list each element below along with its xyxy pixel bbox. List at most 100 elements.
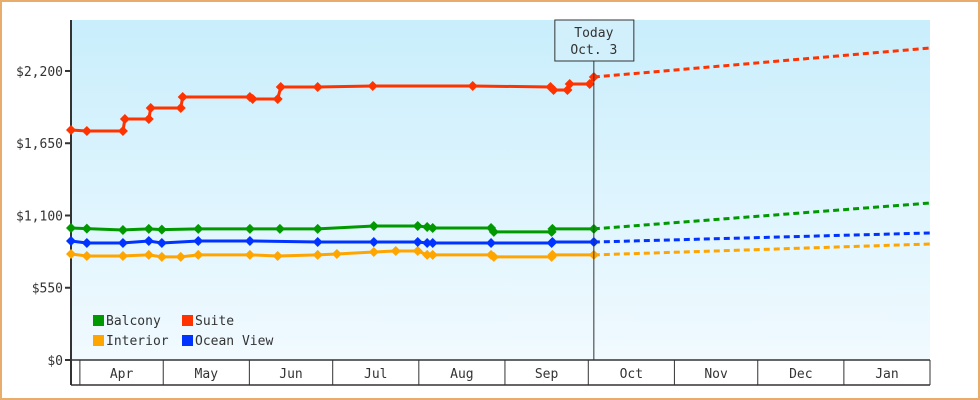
data-point-interior xyxy=(66,248,76,259)
month-label-apr: Apr xyxy=(110,367,134,382)
data-point-suite xyxy=(312,82,323,93)
data-point-balcony xyxy=(244,223,255,234)
y-tick-label: $550 xyxy=(32,282,63,297)
data-point-interior xyxy=(427,249,438,260)
data-point-ocean-view xyxy=(427,237,438,248)
legend-swatch-suite xyxy=(182,315,193,326)
data-point-ocean-view xyxy=(547,237,558,248)
series-suite xyxy=(66,46,931,137)
y-tick-label: $1,100 xyxy=(16,209,63,224)
data-point-ocean-view xyxy=(368,237,379,248)
today-label: Today xyxy=(574,26,613,41)
data-point-ocean-view xyxy=(117,237,128,248)
data-point-interior xyxy=(547,249,558,260)
data-point-interior xyxy=(193,249,204,260)
month-label-jan: Jan xyxy=(875,367,898,382)
data-point-interior xyxy=(143,249,154,260)
data-point-interior xyxy=(422,249,433,260)
data-point-suite xyxy=(275,82,286,93)
data-point-suite xyxy=(548,85,559,96)
data-point-interior xyxy=(412,245,423,256)
data-point-balcony xyxy=(66,222,76,233)
data-point-ocean-view xyxy=(156,237,167,248)
y-tick-label: $0 xyxy=(47,354,63,369)
data-point-suite xyxy=(272,93,283,104)
forecast-line-balcony xyxy=(593,201,931,231)
data-point-balcony xyxy=(368,220,379,231)
data-point-ocean-view xyxy=(193,235,204,246)
data-point-balcony xyxy=(143,223,154,234)
legend-label-interior: Interior xyxy=(106,334,169,349)
data-point-balcony xyxy=(274,223,285,234)
data-point-interior xyxy=(331,248,342,259)
data-point-balcony xyxy=(547,223,558,234)
data-point-suite xyxy=(175,103,186,114)
data-point-ocean-view xyxy=(422,237,433,248)
month-label-may: May xyxy=(195,367,219,382)
month-label-oct: Oct xyxy=(620,367,643,382)
data-point-balcony xyxy=(427,222,438,233)
data-point-suite xyxy=(564,78,575,89)
data-point-interior xyxy=(488,251,499,262)
data-point-balcony xyxy=(156,224,167,235)
series-line-ocean-view xyxy=(70,239,594,245)
data-point-ocean-view xyxy=(143,235,154,246)
data-point-balcony xyxy=(193,223,204,234)
data-point-suite xyxy=(119,114,130,125)
data-point-balcony xyxy=(412,220,423,231)
month-label-jul: Jul xyxy=(364,367,387,382)
data-point-balcony xyxy=(312,223,323,234)
data-point-interior xyxy=(175,251,186,262)
data-point-suite xyxy=(467,80,478,91)
data-point-suite xyxy=(117,126,128,137)
data-point-interior xyxy=(272,250,283,261)
data-point-ocean-view xyxy=(312,237,323,248)
month-label-dec: Dec xyxy=(789,367,812,382)
data-point-suite xyxy=(81,126,92,137)
data-point-interior xyxy=(81,250,92,261)
forecast-line-interior xyxy=(593,242,931,257)
legend-label-suite: Suite xyxy=(195,314,234,329)
data-point-interior xyxy=(156,251,167,262)
data-point-ocean-view xyxy=(412,237,423,248)
data-point-interior xyxy=(312,249,323,260)
data-point-interior xyxy=(117,250,128,261)
legend-label-balcony: Balcony xyxy=(106,314,161,329)
data-point-suite xyxy=(66,124,76,135)
legend-swatch-interior xyxy=(93,335,104,346)
data-point-suite xyxy=(247,93,258,104)
data-point-balcony xyxy=(81,223,92,234)
data-point-suite xyxy=(145,103,156,114)
series-interior xyxy=(66,242,931,262)
month-label-jun: Jun xyxy=(279,367,302,382)
forecast-line-suite xyxy=(593,46,931,79)
data-point-ocean-view xyxy=(244,235,255,246)
data-point-suite xyxy=(143,114,154,125)
today-label-box xyxy=(554,19,635,62)
data-point-interior xyxy=(368,247,379,258)
legend-swatch-ocean-view xyxy=(182,335,193,346)
today-date: Oct. 3 xyxy=(570,43,617,58)
plot-area xyxy=(71,20,930,360)
month-label-nov: Nov xyxy=(704,367,728,382)
data-point-suite xyxy=(584,78,595,89)
series-balcony xyxy=(66,201,931,237)
legend-label-ocean-view: Ocean View xyxy=(195,334,273,349)
data-point-ocean-view xyxy=(66,235,76,246)
data-point-ocean-view xyxy=(81,237,92,248)
legend-swatch-balcony xyxy=(93,315,104,326)
y-tick-label: $2,200 xyxy=(16,65,63,80)
data-point-suite xyxy=(177,91,188,102)
data-point-suite xyxy=(367,80,378,91)
month-label-sep: Sep xyxy=(535,367,559,382)
data-point-interior xyxy=(390,245,401,256)
data-point-interior xyxy=(244,249,255,260)
month-label-aug: Aug xyxy=(450,367,473,382)
data-point-balcony xyxy=(117,224,128,235)
y-tick-label: $1,650 xyxy=(16,137,63,152)
data-point-balcony xyxy=(488,226,499,237)
data-point-ocean-view xyxy=(486,237,497,248)
forecast-line-ocean-view xyxy=(593,231,931,244)
